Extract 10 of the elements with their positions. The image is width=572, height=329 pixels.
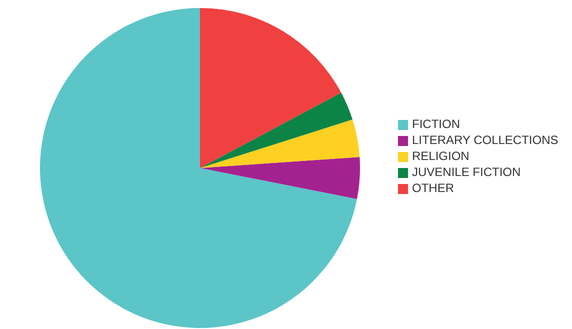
legend-label: OTHER bbox=[412, 181, 454, 195]
legend-label: LITERARY COLLECTIONS bbox=[412, 133, 558, 147]
pie-slice bbox=[200, 8, 342, 168]
legend-label: JUVENILE FICTION bbox=[412, 165, 521, 179]
pie-slice bbox=[200, 120, 360, 168]
pie-slice bbox=[40, 8, 357, 328]
legend-label: FICTION bbox=[412, 117, 460, 131]
pie-slice bbox=[200, 92, 352, 168]
pie-slice bbox=[200, 156, 360, 199]
legend-label: RELIGION bbox=[412, 149, 470, 163]
